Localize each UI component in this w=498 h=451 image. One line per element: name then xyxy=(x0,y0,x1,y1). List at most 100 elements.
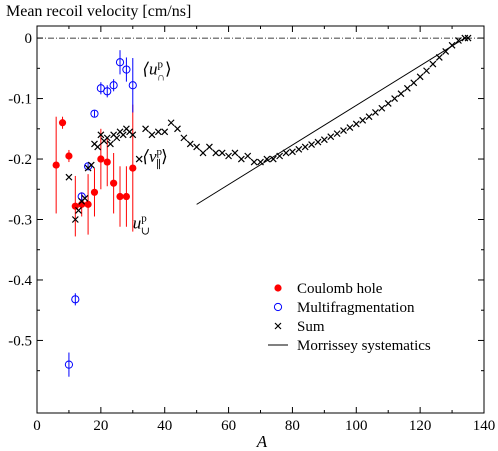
data-point xyxy=(327,133,335,141)
legend-entry: Coulomb hole xyxy=(274,281,383,297)
data-point xyxy=(103,87,112,96)
data-point xyxy=(90,188,99,196)
data-point xyxy=(410,79,418,87)
data-point xyxy=(161,128,169,136)
data-point xyxy=(384,99,392,107)
x-tick-label: 40 xyxy=(157,418,172,434)
y-tick-label: -0.2 xyxy=(8,152,32,168)
y-tick-label: -0.4 xyxy=(8,273,32,289)
legend-entry: Morrissey systematics xyxy=(268,338,431,354)
data-point xyxy=(199,149,207,157)
data-point xyxy=(174,125,181,133)
data-point xyxy=(269,155,277,163)
series-multifragmentation xyxy=(64,50,137,377)
y-tick-label: 0 xyxy=(25,31,33,47)
data-point xyxy=(180,134,188,142)
y-tick-label: -0.3 xyxy=(8,213,32,229)
data-point xyxy=(416,73,424,81)
legend-entry: Sum xyxy=(274,319,325,335)
legend-label: Multifragmentation xyxy=(297,300,415,316)
data-point xyxy=(71,216,79,223)
data-point xyxy=(403,84,411,92)
legend-label: Coulomb hole xyxy=(297,281,383,297)
data-point xyxy=(320,136,328,144)
data-point xyxy=(346,124,354,132)
annotation-2: ⟨vp ∥⟩ xyxy=(142,146,167,171)
data-point xyxy=(58,119,67,127)
data-point xyxy=(122,65,131,74)
data-point xyxy=(263,155,271,163)
y-tick-label: -0.1 xyxy=(8,92,32,108)
data-point xyxy=(52,161,60,169)
data-point xyxy=(96,84,105,93)
data-point xyxy=(352,120,360,128)
data-point xyxy=(167,119,175,127)
y-tick-label: -0.5 xyxy=(8,333,32,349)
y-axis-ticks: 0 -0.1 -0.2 -0.3 -0.4 -0.5 xyxy=(8,31,484,372)
legend-marker xyxy=(274,284,282,292)
data-point xyxy=(244,152,252,160)
series-coulomb-hole xyxy=(52,104,137,237)
x-tick-label: 20 xyxy=(93,418,108,434)
data-point xyxy=(109,81,118,90)
data-marks xyxy=(52,34,472,377)
series-morrissey-systematics xyxy=(196,37,466,205)
data-point xyxy=(442,47,450,55)
legend-marker xyxy=(274,322,282,330)
x-tick-label: 140 xyxy=(473,418,496,434)
data-point xyxy=(103,134,111,142)
data-point xyxy=(186,140,194,148)
legend: Coulomb hole Multifragmentation Sum Morriss… xyxy=(268,281,431,354)
data-point xyxy=(142,125,149,133)
data-point xyxy=(391,95,399,102)
annotation-3: up ∪ xyxy=(133,213,150,238)
x-tick-label: 0 xyxy=(33,418,41,434)
data-point xyxy=(212,149,220,157)
data-point xyxy=(64,360,74,369)
data-point xyxy=(84,200,92,208)
data-point xyxy=(257,158,264,166)
data-point xyxy=(282,149,290,157)
series-sum xyxy=(65,34,472,223)
data-point xyxy=(372,109,379,116)
data-point xyxy=(94,143,102,151)
data-point xyxy=(295,145,303,153)
data-point xyxy=(97,155,105,163)
data-point xyxy=(218,149,226,157)
data-point xyxy=(90,109,99,118)
data-point xyxy=(154,128,162,136)
x-axis-ticks: 0 20 40 60 80 100 120 140 xyxy=(33,26,495,434)
data-point xyxy=(97,131,105,139)
data-point xyxy=(455,37,462,44)
data-point xyxy=(107,140,114,148)
data-point xyxy=(365,113,373,121)
data-point xyxy=(148,131,156,139)
data-point xyxy=(129,131,137,139)
data-point xyxy=(65,152,73,160)
data-point xyxy=(77,192,86,201)
legend-marker xyxy=(273,302,283,312)
data-point xyxy=(205,143,213,151)
data-point xyxy=(429,60,437,68)
data-point xyxy=(340,127,347,135)
data-point xyxy=(128,81,137,90)
data-point xyxy=(65,173,73,181)
data-point xyxy=(119,131,127,139)
data-point xyxy=(250,158,258,166)
data-point xyxy=(237,155,245,163)
x-axis-label: A xyxy=(256,432,268,451)
data-point xyxy=(333,130,341,138)
data-point xyxy=(75,207,82,214)
chart-title: Mean recoil velocity [cm/ns] xyxy=(6,3,191,20)
data-point xyxy=(314,138,322,146)
data-point xyxy=(87,161,95,169)
data-point xyxy=(110,179,118,187)
data-point xyxy=(193,143,201,151)
legend-label: Sum xyxy=(297,319,325,335)
legend-entry: Multifragmentation xyxy=(273,300,415,316)
data-point xyxy=(301,143,309,151)
data-point xyxy=(135,155,143,163)
data-point xyxy=(231,149,239,157)
morrissey-line xyxy=(196,37,466,205)
plot-frame xyxy=(36,25,485,414)
